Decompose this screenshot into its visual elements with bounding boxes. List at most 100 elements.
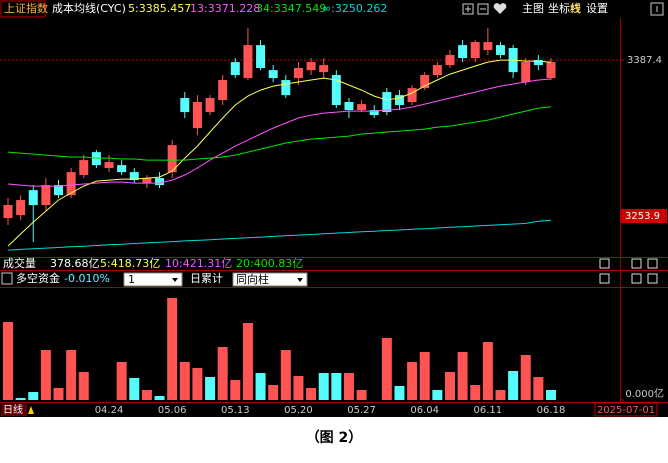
close-icon[interactable] — [647, 258, 658, 269]
candle-body — [420, 75, 430, 89]
legend-entry: 34:3347.549 — [256, 2, 326, 15]
candle-body — [306, 62, 316, 71]
candle-body — [79, 160, 89, 176]
bar — [419, 352, 430, 400]
candle-body — [357, 104, 367, 111]
x-tick-label: 05.20 — [284, 405, 313, 416]
candle-body — [432, 65, 442, 76]
bar — [205, 377, 216, 400]
bar — [318, 373, 329, 400]
mode-label: 日累计 — [190, 272, 223, 285]
bar — [255, 373, 266, 400]
toolbar-button[interactable]: 主图 — [522, 2, 544, 15]
bar — [3, 322, 13, 400]
candle-body — [16, 200, 26, 216]
bar — [546, 390, 556, 400]
toolbar-button[interactable]: 设置 — [586, 2, 608, 15]
bar — [242, 323, 253, 400]
bar — [306, 388, 317, 400]
candle-body — [104, 162, 114, 169]
x-tick-label: 04.24 — [95, 405, 124, 416]
bar — [470, 385, 481, 400]
bar — [331, 373, 342, 400]
style-dropdown-value[interactable]: 同向柱 — [236, 272, 269, 286]
close-icon[interactable] — [647, 273, 658, 284]
period-icon[interactable] — [28, 406, 34, 414]
volume-value: 378.68亿 — [50, 257, 100, 270]
candle-body — [483, 42, 493, 51]
help-icon[interactable] — [1, 272, 13, 285]
period-dropdown[interactable] — [123, 272, 183, 287]
settings-icon[interactable] — [599, 258, 610, 269]
bar — [78, 372, 89, 400]
ma-line — [7, 106, 552, 161]
bar — [394, 386, 405, 400]
bar — [533, 377, 544, 400]
ma-line — [7, 219, 552, 251]
bar — [192, 368, 203, 400]
settings-icon[interactable] — [599, 273, 610, 284]
candle-body — [180, 98, 190, 113]
y-tick-label: 0.000亿 — [625, 387, 664, 400]
favorite-icon[interactable] — [493, 3, 507, 14]
bar — [280, 350, 291, 400]
legend-entry: 13:3371.228 — [190, 2, 260, 15]
bar — [179, 362, 190, 400]
bar — [268, 385, 279, 400]
bar — [482, 342, 493, 400]
candle-body — [192, 102, 202, 129]
x-tick-label: 06.11 — [474, 405, 503, 416]
candle-body — [369, 110, 379, 116]
bar — [141, 390, 152, 400]
bar — [230, 380, 241, 400]
zoom-icon[interactable] — [631, 258, 642, 269]
toolbar-button[interactable]: 权 — [570, 2, 581, 15]
candle-body — [66, 172, 76, 196]
candle-body — [129, 172, 139, 181]
bar — [457, 352, 468, 400]
panel-icons[interactable] — [599, 258, 658, 284]
candle-body — [331, 75, 341, 106]
dropdown-arrow — [297, 278, 303, 282]
bar — [129, 378, 140, 400]
expand-icon[interactable] — [650, 2, 664, 16]
bar — [66, 350, 77, 400]
chart-background — [0, 0, 668, 417]
period[interactable]: 日线 — [3, 403, 23, 416]
style-dropdown[interactable] — [232, 272, 308, 287]
candle-body — [256, 45, 266, 69]
bar — [407, 362, 418, 400]
candle-body — [281, 80, 291, 96]
candle-body — [470, 42, 480, 59]
x-tick-label: 06.18 — [537, 405, 566, 416]
candle-body — [394, 95, 404, 106]
toolbar-button[interactable]: 坐标线 — [548, 1, 581, 15]
bar — [343, 373, 354, 400]
x-tick-label: 05.06 — [158, 405, 187, 416]
toolbar-icons[interactable] — [462, 2, 664, 16]
candle-body — [319, 65, 329, 73]
zoom-in-icon[interactable] — [462, 3, 474, 15]
candle-body — [293, 68, 303, 79]
bar — [167, 298, 178, 400]
caption: （图 2） — [306, 430, 363, 446]
zoom-out-icon[interactable] — [477, 3, 489, 15]
panel-frame — [0, 18, 668, 403]
period-box[interactable] — [1, 404, 27, 416]
volume-ma: 5:418.73亿 — [100, 257, 160, 270]
zoom-icon[interactable] — [631, 273, 642, 284]
indicator-title: 成本均线(CYC) — [52, 1, 126, 15]
symbol: 上证指数 — [4, 1, 48, 15]
ma-line — [7, 78, 552, 187]
bar — [495, 390, 506, 400]
candle-body — [407, 88, 417, 103]
y-tick-label: 3253.9 — [625, 211, 660, 222]
period-dropdown-value[interactable]: 1 — [128, 273, 135, 286]
bar — [217, 347, 228, 400]
x-tick-label: 05.27 — [347, 405, 376, 416]
candle-body — [495, 45, 505, 56]
volume-ma: 10:421.31亿 — [165, 257, 232, 270]
candle-body — [167, 145, 177, 173]
x-tick-label: 06.04 — [410, 405, 439, 416]
